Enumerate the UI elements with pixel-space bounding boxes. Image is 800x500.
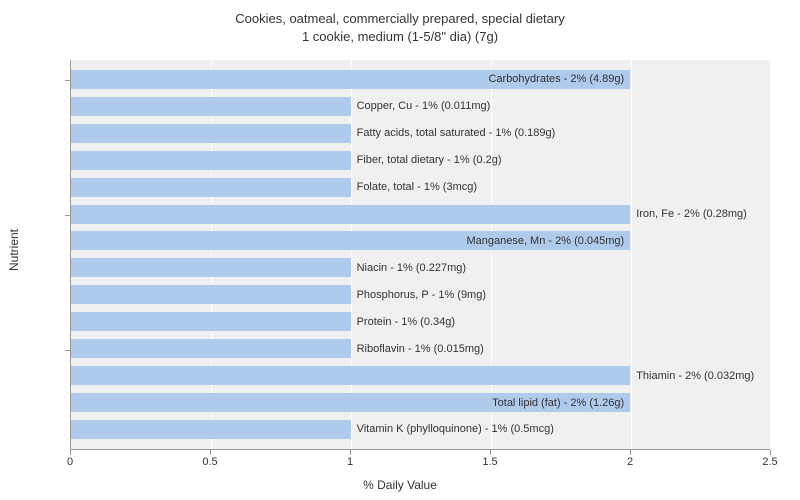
chart-title: Cookies, oatmeal, commercially prepared,…	[0, 0, 800, 46]
bar	[71, 124, 351, 143]
x-tick-mark	[490, 450, 491, 455]
bar-row: Vitamin K (phylloquinone) - 1% (0.5mcg)	[71, 420, 770, 439]
bar-label: Vitamin K (phylloquinone) - 1% (0.5mcg)	[351, 423, 560, 435]
x-axis-label: % Daily Value	[363, 478, 437, 492]
x-tick-label: 2.5	[762, 456, 777, 468]
x-tick-mark	[630, 450, 631, 455]
y-tick-mark	[65, 350, 70, 351]
bar	[71, 312, 351, 331]
bar-row: Niacin - 1% (0.227mg)	[71, 258, 770, 277]
bar-row: Riboflavin - 1% (0.015mg)	[71, 339, 770, 358]
x-tick-mark	[210, 450, 211, 455]
bar	[71, 205, 630, 224]
bar-row: Thiamin - 2% (0.032mg)	[71, 366, 770, 385]
bar-row: Carbohydrates - 2% (4.89g)	[71, 70, 770, 89]
bar-row: Copper, Cu - 1% (0.011mg)	[71, 97, 770, 116]
bar-label: Folate, total - 1% (3mcg)	[351, 181, 483, 193]
x-tick-mark	[770, 450, 771, 455]
bar-row: Protein - 1% (0.34g)	[71, 312, 770, 331]
bar	[71, 151, 351, 170]
bar-label: Thiamin - 2% (0.032mg)	[630, 370, 760, 382]
x-tick-label: 1.5	[482, 456, 497, 468]
chart-title-line2: 1 cookie, medium (1-5/8" dia) (7g)	[0, 28, 800, 46]
bar	[71, 339, 351, 358]
x-tick-label: 0.5	[202, 456, 217, 468]
bar-row: Manganese, Mn - 2% (0.045mg)	[71, 231, 770, 250]
bar-row: Iron, Fe - 2% (0.28mg)	[71, 205, 770, 224]
chart-title-line1: Cookies, oatmeal, commercially prepared,…	[0, 10, 800, 28]
bar	[71, 420, 351, 439]
bars-area: Carbohydrates - 2% (4.89g) Copper, Cu - 1…	[71, 60, 770, 449]
y-axis-ticks	[60, 60, 70, 450]
x-axis-ticks: 00.511.522.5	[70, 450, 770, 470]
y-tick-mark	[65, 80, 70, 81]
bar	[71, 97, 351, 116]
bar-label: Fatty acids, total saturated - 1% (0.189…	[351, 127, 562, 139]
bar-label: Iron, Fe - 2% (0.28mg)	[630, 208, 753, 220]
bar-label: Carbohydrates - 2% (4.89g)	[482, 73, 630, 85]
bar-row: Folate, total - 1% (3mcg)	[71, 178, 770, 197]
y-axis-label: Nutrient	[7, 229, 21, 271]
bar-label: Niacin - 1% (0.227mg)	[351, 262, 472, 274]
bar-label: Manganese, Mn - 2% (0.045mg)	[460, 235, 630, 247]
bar-label: Total lipid (fat) - 2% (1.26g)	[486, 397, 630, 409]
bar-row: Fatty acids, total saturated - 1% (0.189…	[71, 124, 770, 143]
bar-label: Phosphorus, P - 1% (9mg)	[351, 289, 492, 301]
bar-row: Fiber, total dietary - 1% (0.2g)	[71, 151, 770, 170]
bar	[71, 285, 351, 304]
bar	[71, 178, 351, 197]
nutrient-chart: Cookies, oatmeal, commercially prepared,…	[0, 0, 800, 500]
x-tick-mark	[70, 450, 71, 455]
bar-label: Protein - 1% (0.34g)	[351, 316, 461, 328]
bar-label: Copper, Cu - 1% (0.011mg)	[351, 100, 497, 112]
x-tick-label: 2	[627, 456, 633, 468]
bar-row: Total lipid (fat) - 2% (1.26g)	[71, 393, 770, 412]
plot-area: Carbohydrates - 2% (4.89g) Copper, Cu - 1…	[70, 60, 770, 450]
x-tick-label: 1	[347, 456, 353, 468]
bar-label: Riboflavin - 1% (0.015mg)	[351, 343, 490, 355]
y-tick-mark	[65, 215, 70, 216]
bar	[71, 366, 630, 385]
gridline	[771, 60, 772, 449]
x-tick-mark	[350, 450, 351, 455]
bar	[71, 258, 351, 277]
x-tick-label: 0	[67, 456, 73, 468]
bar-row: Phosphorus, P - 1% (9mg)	[71, 285, 770, 304]
bar-label: Fiber, total dietary - 1% (0.2g)	[351, 154, 508, 166]
